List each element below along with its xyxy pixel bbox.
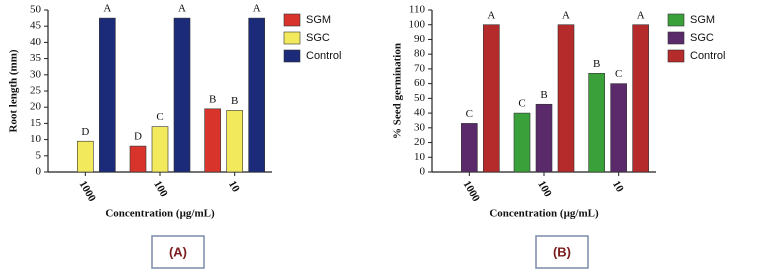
y-tick-label: 50 bbox=[30, 4, 42, 16]
y-tick-label: 40 bbox=[30, 36, 42, 48]
y-axis-title: % Seed germination bbox=[392, 43, 404, 139]
legend-label: SGM bbox=[306, 14, 331, 26]
panel-label: (A) bbox=[169, 244, 187, 259]
bar bbox=[588, 73, 605, 173]
panel-box bbox=[151, 235, 205, 269]
x-tick-label: 100 bbox=[535, 179, 554, 200]
significance-letter: A bbox=[178, 3, 186, 15]
y-tick-label: 0 bbox=[420, 166, 426, 178]
significance-letter: C bbox=[615, 68, 622, 80]
significance-letter: A bbox=[637, 9, 645, 21]
y-tick-label: 10 bbox=[30, 133, 42, 145]
significance-letter: A bbox=[562, 9, 570, 21]
legend-swatch bbox=[283, 49, 301, 63]
bar bbox=[151, 126, 169, 173]
bar bbox=[610, 83, 627, 173]
bar bbox=[557, 24, 575, 173]
bar bbox=[483, 24, 500, 173]
legend-swatch bbox=[667, 49, 685, 63]
y-tick-label: 80 bbox=[414, 48, 426, 60]
y-tick-label: 10 bbox=[414, 151, 426, 163]
legend-swatch bbox=[667, 31, 685, 45]
significance-letter: D bbox=[134, 131, 142, 143]
legend-label: SGM bbox=[690, 14, 715, 26]
significance-letter: A bbox=[253, 3, 261, 15]
legend-swatch bbox=[283, 31, 301, 45]
significance-letter: B bbox=[540, 89, 547, 101]
x-tick-label: 10 bbox=[226, 179, 242, 195]
bar bbox=[513, 112, 531, 173]
y-tick-label: 90 bbox=[414, 33, 426, 45]
bar bbox=[77, 140, 94, 173]
bar bbox=[99, 17, 116, 173]
x-tick-label: 1000 bbox=[461, 179, 483, 204]
legend-label: Control bbox=[306, 50, 341, 62]
x-tick-label: 10 bbox=[610, 179, 626, 195]
x-tick-label: 100 bbox=[151, 179, 170, 200]
x-axis-title: Concentration (µg/mL) bbox=[105, 208, 215, 220]
legend-label: SGC bbox=[690, 32, 714, 44]
bar bbox=[248, 17, 265, 173]
significance-letter: C bbox=[156, 111, 163, 123]
panel-box bbox=[535, 235, 589, 269]
y-tick-label: 35 bbox=[30, 52, 42, 64]
legend-label: SGC bbox=[306, 32, 330, 44]
y-tick-label: 25 bbox=[30, 85, 42, 97]
y-tick-label: 5 bbox=[36, 149, 42, 161]
y-tick-label: 0 bbox=[36, 166, 42, 178]
bar bbox=[129, 145, 147, 173]
bar bbox=[226, 110, 243, 173]
y-tick-label: 30 bbox=[30, 68, 42, 80]
y-tick-label: 45 bbox=[30, 20, 42, 32]
y-tick-label: 20 bbox=[30, 101, 42, 113]
bar bbox=[632, 24, 649, 173]
significance-letter: C bbox=[518, 98, 525, 110]
bar bbox=[173, 17, 191, 173]
significance-letter: B bbox=[593, 58, 600, 70]
y-tick-label: 60 bbox=[414, 77, 426, 89]
bar bbox=[461, 123, 478, 173]
significance-letter: B bbox=[231, 95, 238, 107]
y-tick-label: 50 bbox=[414, 92, 426, 104]
legend-swatch bbox=[667, 13, 685, 27]
y-tick-label: 40 bbox=[414, 107, 426, 119]
significance-letter: A bbox=[487, 9, 495, 21]
y-tick-label: 100 bbox=[409, 18, 426, 30]
legend-label: Control bbox=[690, 50, 725, 62]
y-axis-title: Root length (mm) bbox=[8, 49, 20, 132]
significance-letter: A bbox=[103, 3, 111, 15]
significance-letter: B bbox=[209, 93, 216, 105]
x-tick-label: 1000 bbox=[77, 179, 99, 204]
y-tick-label: 15 bbox=[30, 117, 42, 129]
legend-swatch bbox=[283, 13, 301, 27]
y-tick-label: 110 bbox=[409, 4, 426, 16]
y-tick-label: 20 bbox=[414, 136, 426, 148]
bar bbox=[535, 103, 553, 173]
x-axis-title: Concentration (µg/mL) bbox=[489, 208, 599, 220]
significance-letter: D bbox=[81, 126, 89, 138]
y-tick-label: 30 bbox=[414, 121, 426, 133]
significance-letter: C bbox=[466, 108, 473, 120]
panel-label: (B) bbox=[553, 244, 571, 259]
y-tick-label: 70 bbox=[414, 62, 426, 74]
bar bbox=[204, 108, 221, 173]
